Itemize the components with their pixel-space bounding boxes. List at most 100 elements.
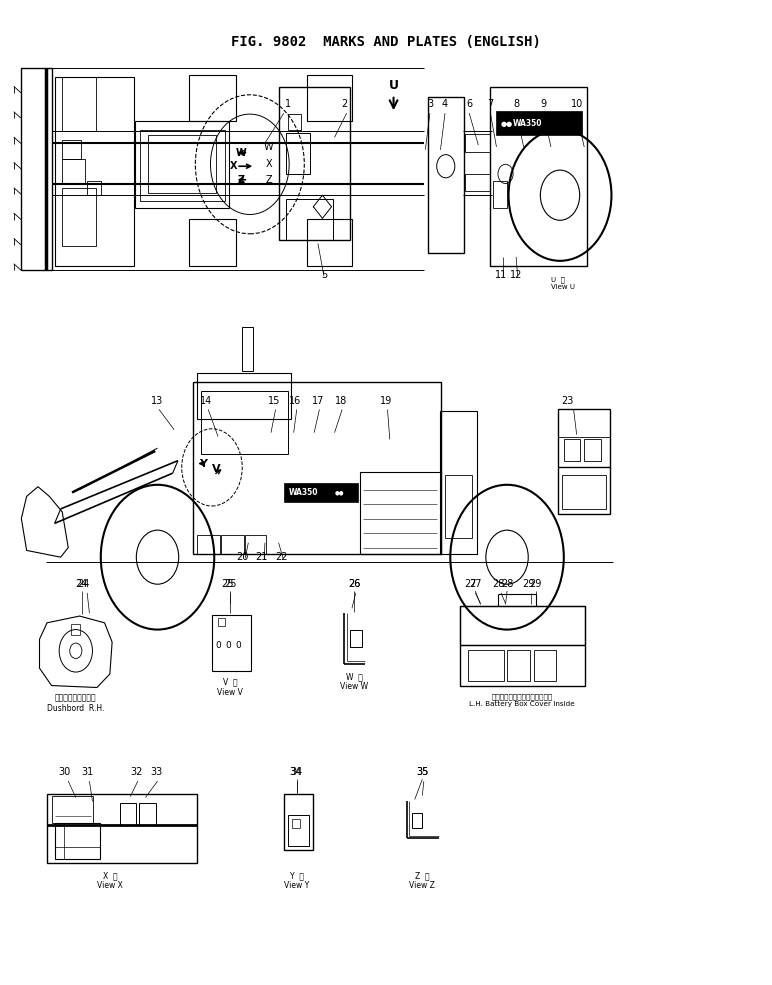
Text: 35: 35	[416, 767, 428, 777]
Bar	[460, 607, 585, 686]
Text: 左バッテリボックスカバー内側
L.H. Battery Box Cover Inside: 左バッテリボックスカバー内側 L.H. Battery Box Cover In…	[469, 693, 575, 707]
Text: Y  視
View Y: Y 視 View Y	[284, 871, 310, 890]
Text: 25: 25	[224, 579, 236, 589]
Text: W: W	[235, 148, 246, 158]
Bar	[63, 140, 81, 160]
Text: 17: 17	[312, 396, 324, 406]
Bar	[141, 130, 225, 201]
Bar	[292, 819, 300, 828]
Text: 11: 11	[495, 270, 507, 280]
Text: 32: 32	[130, 767, 143, 777]
Text: X: X	[229, 162, 237, 171]
Text: ●●: ●●	[501, 121, 513, 127]
Bar	[245, 535, 266, 555]
Bar	[445, 475, 472, 538]
Bar	[493, 180, 507, 208]
Bar	[306, 75, 352, 121]
Text: U: U	[388, 79, 398, 92]
Text: ダッシュボード右側
Dushbord  R.H.: ダッシュボード右側 Dushbord R.H.	[47, 693, 104, 713]
Text: 10: 10	[571, 99, 583, 109]
Bar	[63, 78, 96, 130]
Bar	[284, 794, 313, 850]
Bar	[201, 391, 288, 454]
Bar	[411, 813, 422, 828]
Polygon shape	[39, 616, 112, 688]
Text: 13: 13	[151, 396, 164, 406]
Text: 28: 28	[501, 579, 513, 589]
Bar	[71, 624, 80, 635]
Bar	[55, 78, 134, 266]
Text: 31: 31	[81, 767, 93, 777]
Bar	[350, 629, 362, 647]
Text: V  視
View V: V 視 View V	[217, 678, 243, 697]
Text: X: X	[266, 160, 272, 169]
Bar	[55, 822, 100, 859]
Text: 1: 1	[285, 99, 291, 109]
Text: 33: 33	[150, 767, 162, 777]
Text: 12: 12	[510, 270, 523, 280]
Bar	[466, 174, 489, 191]
Text: ●●: ●●	[334, 490, 344, 495]
Bar	[428, 97, 464, 253]
Text: 5: 5	[321, 270, 327, 280]
Text: 24: 24	[77, 579, 90, 589]
Bar	[490, 87, 587, 266]
Text: 2: 2	[341, 99, 347, 109]
Bar	[441, 412, 477, 555]
Text: 0: 0	[235, 640, 242, 649]
Text: X  視
View X: X 視 View X	[97, 871, 123, 890]
Bar	[288, 114, 301, 130]
Text: 7: 7	[487, 99, 493, 109]
Text: 28: 28	[492, 579, 504, 589]
Text: W  視
View W: W 視 View W	[340, 672, 368, 691]
Bar	[468, 650, 504, 681]
Bar	[218, 618, 225, 625]
Bar	[507, 650, 530, 681]
Text: 24: 24	[76, 579, 88, 589]
Text: WA350: WA350	[290, 488, 319, 497]
Bar	[63, 188, 96, 246]
Bar	[286, 199, 333, 239]
Bar	[242, 327, 253, 371]
Bar	[87, 180, 101, 195]
Bar	[533, 650, 556, 681]
Bar	[564, 439, 581, 461]
Text: 3: 3	[427, 99, 433, 109]
Text: 26: 26	[348, 579, 361, 589]
Text: 22: 22	[276, 552, 288, 562]
Text: WA350: WA350	[513, 119, 543, 128]
Text: 27: 27	[465, 579, 477, 589]
Text: 20: 20	[236, 552, 249, 562]
Text: 34: 34	[289, 767, 301, 777]
Text: Z: Z	[237, 174, 244, 185]
Text: W: W	[264, 142, 273, 152]
Text: 26: 26	[348, 579, 361, 589]
Text: Y: Y	[199, 459, 207, 469]
Bar	[47, 794, 197, 863]
Text: 9: 9	[540, 99, 547, 109]
Text: 14: 14	[200, 396, 212, 406]
Bar	[135, 121, 229, 208]
Bar	[288, 815, 309, 846]
Text: 0: 0	[225, 640, 231, 649]
Bar	[197, 535, 219, 555]
Text: 25: 25	[221, 579, 233, 589]
Bar	[63, 160, 85, 183]
Text: 0: 0	[215, 640, 221, 649]
Text: 8: 8	[513, 99, 520, 109]
Bar	[360, 472, 442, 555]
Text: 29: 29	[530, 579, 542, 589]
Text: 19: 19	[380, 396, 392, 406]
Bar	[558, 410, 610, 514]
Bar	[189, 75, 236, 121]
Text: 16: 16	[289, 396, 301, 406]
Bar	[584, 439, 601, 461]
Bar	[496, 111, 582, 135]
Bar	[120, 804, 137, 824]
Bar	[221, 535, 244, 555]
Bar	[460, 607, 585, 645]
Text: 15: 15	[268, 396, 280, 406]
Text: 6: 6	[466, 99, 472, 109]
Text: U  視
View U: U 視 View U	[551, 276, 575, 290]
Bar	[147, 135, 216, 193]
